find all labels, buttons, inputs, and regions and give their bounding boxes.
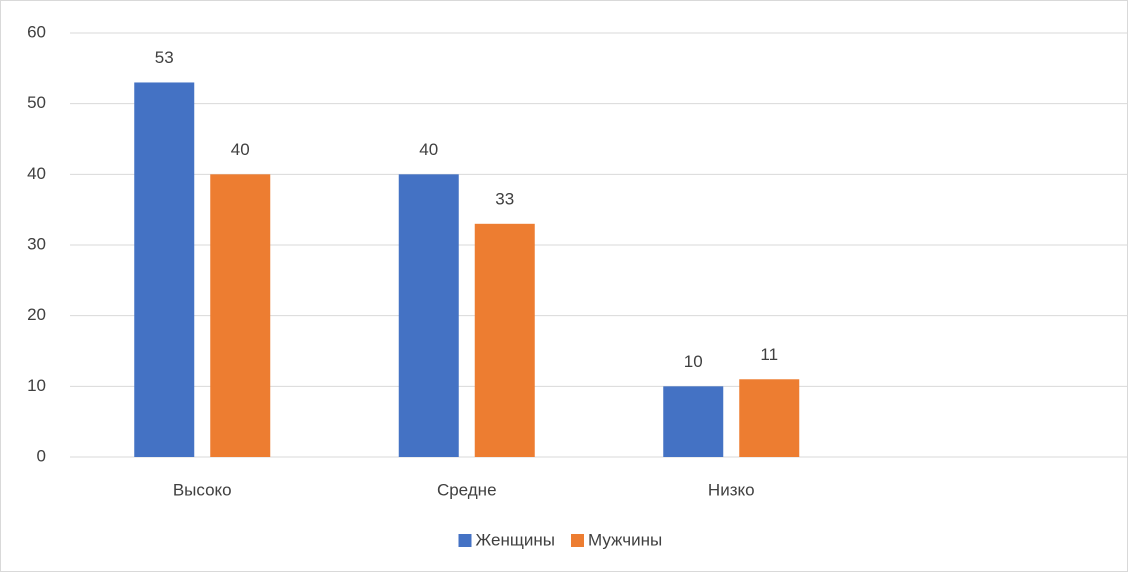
data-label: 53	[155, 48, 174, 67]
legend-label: Женщины	[476, 530, 555, 549]
data-label: 33	[495, 189, 514, 208]
y-tick-label: 30	[27, 234, 46, 253]
data-label: 40	[231, 140, 250, 159]
data-label: 10	[684, 352, 703, 371]
y-tick-label: 60	[27, 22, 46, 41]
bar	[398, 174, 459, 458]
bar	[474, 223, 535, 457]
x-tick-label: Средне	[437, 480, 497, 499]
x-tick-label: Высоко	[173, 480, 232, 499]
bar	[663, 386, 724, 457]
x-tick-label: Низко	[708, 480, 755, 499]
bar	[210, 174, 271, 458]
bar	[739, 379, 800, 457]
y-tick-label: 0	[37, 446, 46, 465]
y-tick-label: 50	[27, 93, 46, 112]
legend-swatch	[458, 534, 472, 547]
y-tick-label: 20	[27, 305, 46, 324]
data-label: 11	[760, 345, 778, 364]
bar	[134, 82, 195, 457]
data-label: 40	[419, 140, 438, 159]
y-tick-label: 10	[27, 376, 46, 395]
y-tick-label: 40	[27, 164, 46, 183]
legend-label: Мужчины	[588, 530, 662, 549]
legend-swatch	[571, 534, 584, 547]
